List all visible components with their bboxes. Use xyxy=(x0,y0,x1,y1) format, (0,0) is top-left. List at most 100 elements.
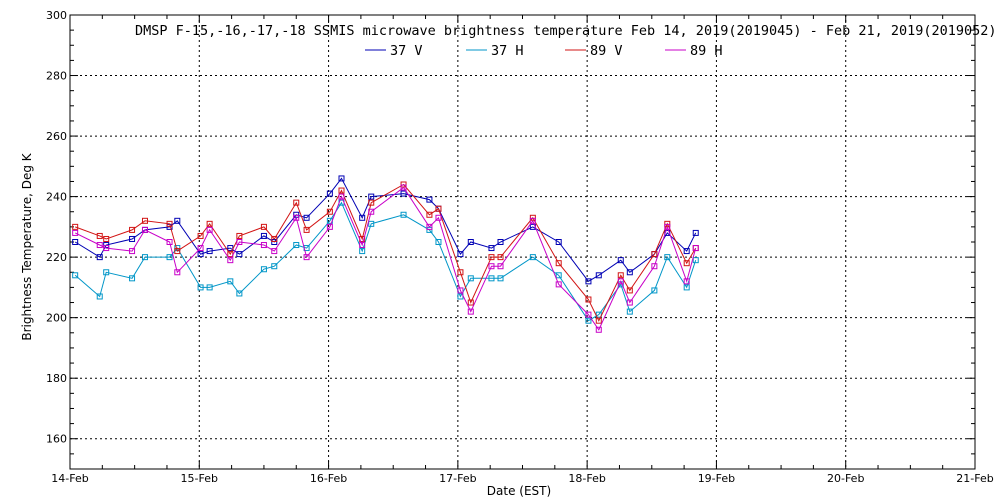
data-point-marker xyxy=(129,235,136,242)
x-axis-title: Date (EST) xyxy=(487,484,551,498)
data-point-marker xyxy=(293,199,300,206)
data-point-marker xyxy=(683,248,690,255)
legend-entry: 37 V xyxy=(365,43,423,59)
data-point-marker xyxy=(141,217,148,224)
data-point-marker xyxy=(326,208,333,215)
data-point-marker xyxy=(338,175,345,182)
data-point-marker xyxy=(467,299,474,306)
series-line xyxy=(75,183,697,322)
data-point-marker xyxy=(457,251,464,258)
y-tick-label: 180 xyxy=(46,372,67,385)
data-point-marker xyxy=(651,263,658,270)
data-point-marker xyxy=(626,299,633,306)
legend-label: 37 H xyxy=(491,43,524,59)
data-point-marker xyxy=(467,275,474,282)
data-point-marker xyxy=(488,245,495,252)
grid xyxy=(70,15,975,469)
data-point-marker xyxy=(174,248,181,255)
data-point-marker xyxy=(555,272,562,279)
data-point-marker xyxy=(271,248,278,255)
data-point-marker xyxy=(426,196,433,203)
data-point-marker xyxy=(103,242,110,249)
y-tick-label: 220 xyxy=(46,251,67,264)
legend-label: 89 V xyxy=(590,43,623,59)
data-point-marker xyxy=(435,205,442,212)
data-point-marker xyxy=(467,308,474,315)
x-tick-label: 14-Feb xyxy=(51,472,88,485)
data-point-marker xyxy=(368,199,375,206)
data-point-marker xyxy=(359,242,366,249)
data-point-marker xyxy=(166,254,173,261)
data-point-marker xyxy=(260,242,267,249)
y-axis-title: Brightness Temperature, Deg K xyxy=(20,152,34,340)
data-point-marker xyxy=(197,232,204,239)
data-point-marker xyxy=(303,226,310,233)
legend: 37 V 37 H 89 V 89 H xyxy=(365,43,723,59)
data-point-marker xyxy=(617,272,624,279)
data-point-marker xyxy=(129,275,136,282)
data-point-marker xyxy=(488,263,495,270)
data-point-marker xyxy=(400,184,407,191)
data-point-marker xyxy=(326,223,333,230)
data-point-marker xyxy=(595,272,602,279)
data-point-marker xyxy=(206,248,213,255)
axis-ticks: 14-Feb 15-Feb 16-Feb 17-Feb 18-Feb 19-Feb 20-F… xyxy=(46,9,994,485)
x-tick-label: 18-Feb xyxy=(568,472,605,485)
data-point-marker xyxy=(457,287,464,294)
data-point-marker xyxy=(129,248,136,255)
data-point-marker xyxy=(368,208,375,215)
data-point-marker xyxy=(617,278,624,285)
data-point-marker xyxy=(626,287,633,294)
legend-entry: 89 H xyxy=(665,43,723,59)
x-tick-label: 21-Feb xyxy=(956,472,993,485)
data-point-marker xyxy=(585,296,592,303)
y-tick-label: 300 xyxy=(46,9,67,22)
data-point-marker xyxy=(303,254,310,261)
data-point-marker xyxy=(426,223,433,230)
x-tick-label: 15-Feb xyxy=(181,472,218,485)
data-point-marker xyxy=(626,269,633,276)
data-point-marker xyxy=(467,239,474,245)
data-point-marker xyxy=(197,284,204,291)
data-point-marker xyxy=(96,232,103,239)
series-89-h xyxy=(72,184,699,333)
data-point-marker xyxy=(338,187,345,194)
data-point-marker xyxy=(236,239,243,245)
data-point-marker xyxy=(595,317,602,324)
series-lines xyxy=(72,175,699,333)
data-point-marker xyxy=(683,260,690,267)
data-point-marker xyxy=(271,263,278,270)
data-point-marker xyxy=(96,242,103,249)
data-point-marker xyxy=(260,266,267,273)
data-point-marker xyxy=(166,239,173,245)
data-point-marker xyxy=(435,239,442,245)
chart-title: DMSP F-15,-16,-17,-18 SSMIS microwave br… xyxy=(135,23,997,39)
data-point-marker xyxy=(488,254,495,261)
data-point-marker xyxy=(174,217,181,224)
data-point-marker xyxy=(529,217,536,224)
data-point-marker xyxy=(260,223,267,230)
data-point-marker xyxy=(359,248,366,255)
data-point-marker xyxy=(457,269,464,276)
data-point-marker xyxy=(206,226,213,233)
data-point-marker xyxy=(141,254,148,261)
data-point-marker xyxy=(293,242,300,249)
data-point-marker xyxy=(359,214,366,221)
data-point-marker xyxy=(368,193,375,200)
legend-label: 89 H xyxy=(690,43,723,59)
data-point-marker xyxy=(529,254,536,261)
x-tick-label: 16-Feb xyxy=(310,472,347,485)
data-point-marker xyxy=(206,284,213,291)
series-line xyxy=(74,186,697,331)
data-point-marker xyxy=(585,311,592,318)
data-point-marker xyxy=(488,275,495,282)
data-point-marker xyxy=(683,284,690,291)
x-tick-label: 17-Feb xyxy=(439,472,476,485)
data-point-marker xyxy=(236,251,243,258)
series-line xyxy=(74,201,697,322)
data-point-marker xyxy=(197,245,204,252)
data-point-marker xyxy=(103,245,110,252)
data-point-marker xyxy=(400,190,407,197)
data-point-marker xyxy=(72,272,79,279)
